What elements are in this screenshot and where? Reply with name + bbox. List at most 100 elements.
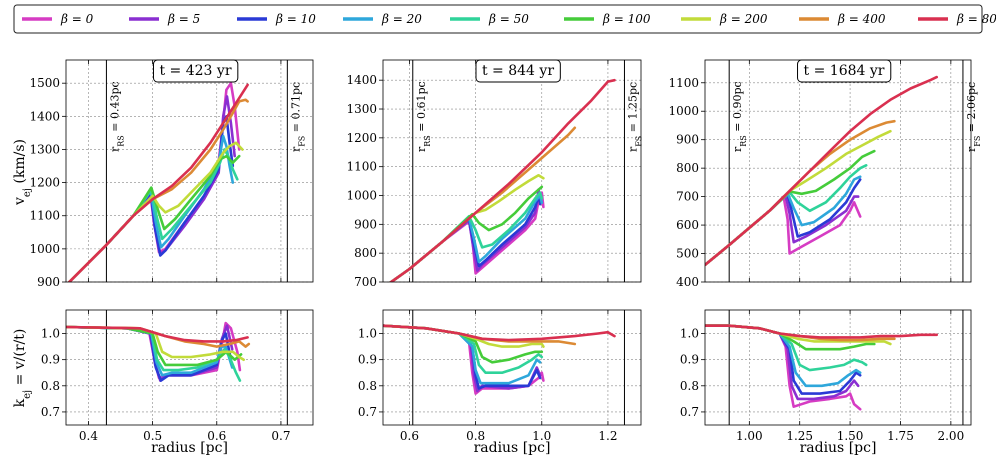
xtick-label: 0.5 <box>143 429 162 443</box>
ytick-label: 600 <box>676 218 699 232</box>
ytick-label: 0.7 <box>41 405 60 419</box>
series-line <box>67 83 249 282</box>
legend-label: β = 5 <box>167 12 200 26</box>
y-axis-label-kej: kej = v/(r/t) <box>12 329 33 408</box>
panel-title: t = 1684 yr <box>804 63 885 79</box>
panel-title-box <box>475 59 561 83</box>
ytick-label: 1400 <box>29 109 60 123</box>
xtick-label: 1.75 <box>887 429 914 443</box>
series-line <box>705 75 938 267</box>
ytick-label: 1100 <box>29 209 60 223</box>
ytick-label: 0.9 <box>358 353 377 367</box>
axes-frame <box>704 59 972 283</box>
xtick-label: 2.00 <box>937 429 964 443</box>
legend-label: β = 800 <box>956 12 996 26</box>
ytick-label: 700 <box>354 275 377 289</box>
kej-panel-1: 0.7 0.8 0.9 1.0 0.4 0.5 0.6 0.7 <box>41 309 314 443</box>
series-line <box>705 324 938 339</box>
legend: β = 0 β = 5 β = 10 β = 20 β = 50 β = 100 β = 2… <box>13 4 996 34</box>
panel-title-box <box>797 59 892 83</box>
ytick-label: 1000 <box>29 242 60 256</box>
legend-label: β = 200 <box>719 12 768 26</box>
legend-label: β = 100 <box>602 12 651 26</box>
velocity-panel-1: 900 1000 1100 1200 1300 1400 1500 <box>29 59 314 289</box>
legend-label: β = 10 <box>275 12 316 26</box>
series-group <box>705 324 938 411</box>
ytick-label: 1.0 <box>680 327 699 341</box>
kej-panel-2: 0.7 0.8 0.9 1.0 0.6 0.8 1.0 1.2 <box>358 309 642 443</box>
legend-label: β = 0 <box>60 12 94 26</box>
ytick-label: 0.8 <box>358 379 377 393</box>
legend-label: β = 50 <box>488 12 529 26</box>
ytick-label: 400 <box>676 275 699 289</box>
series-line <box>383 324 544 374</box>
ytick-label: 1000 <box>668 104 699 118</box>
xtick-label: 0.8 <box>466 429 485 443</box>
x-axis-label: radius [pc] <box>800 440 877 456</box>
series-line <box>388 194 542 282</box>
ytick-label: 1200 <box>29 176 60 190</box>
ytick-label: 1500 <box>29 76 60 90</box>
ytick-label: 1300 <box>346 102 377 116</box>
ytick-label: 1.0 <box>41 327 60 341</box>
forward-shock-label: rFS = 1.25pc <box>626 82 643 152</box>
ytick-label: 800 <box>354 246 377 260</box>
xtick-label: 1.00 <box>736 429 763 443</box>
ytick-label: 1300 <box>29 142 60 156</box>
ytick-label: 1100 <box>346 160 377 174</box>
ytick-label: 0.7 <box>358 405 377 419</box>
series-group <box>67 81 249 282</box>
ytick-label: 900 <box>354 217 377 231</box>
axes-frame <box>65 309 314 426</box>
xtick-label: 0.6 <box>400 429 419 443</box>
series-line <box>383 324 545 348</box>
xtick-label: 0.6 <box>207 429 226 443</box>
panel-title-box <box>152 59 239 83</box>
series-line <box>705 195 862 267</box>
ytick-label: 1100 <box>668 76 699 90</box>
ytick-label: 0.8 <box>41 379 60 393</box>
ytick-label: 0.9 <box>680 353 699 367</box>
ytick-label: 500 <box>676 247 699 261</box>
ytick-label: 900 <box>37 275 60 289</box>
ytick-label: 1200 <box>346 131 377 145</box>
reverse-shock-label: rRS = 0.61pc <box>415 81 432 152</box>
series-group <box>705 75 938 267</box>
panel-title: t = 423 yr <box>159 63 231 79</box>
series-line <box>67 134 235 282</box>
ytick-label: 0.7 <box>680 405 699 419</box>
series-line <box>66 325 249 343</box>
series-line <box>388 191 544 282</box>
plots: 9001000110012001300140015000.70.80.91.00… <box>12 59 982 456</box>
xtick-label: 0.7 <box>271 429 290 443</box>
series-line <box>388 78 616 282</box>
velocity-panel-2: 700 800 900 1000 1100 1200 1300 1400 <box>346 59 642 289</box>
y-axis-label-velocity: vej (km/s) <box>12 139 33 206</box>
series-group <box>66 321 251 382</box>
velocity-panel-3: 400 500 600 700 800 900 1000 1100 <box>668 59 972 289</box>
ytick-label: 0.8 <box>680 379 699 393</box>
series-line <box>383 324 544 364</box>
x-axis-label: radius [pc] <box>474 440 551 456</box>
ytick-label: 1000 <box>346 189 377 203</box>
legend-frame <box>13 4 983 34</box>
ytick-label: 1.0 <box>358 327 377 341</box>
ytick-label: 900 <box>676 133 699 147</box>
reverse-shock-label: rRS = 0.43pc <box>108 81 125 152</box>
forward-shock-label: rFS = 2.06pc <box>965 82 982 152</box>
xtick-label: 1.50 <box>837 429 864 443</box>
ytick-label: 1400 <box>346 73 377 87</box>
ytick-label: 700 <box>676 190 699 204</box>
xtick-label: 1.2 <box>598 429 617 443</box>
ytick-label: 800 <box>676 161 699 175</box>
reverse-shock-label: rRS = 0.90pc <box>731 81 748 152</box>
series-line <box>66 325 243 367</box>
series-line <box>383 324 616 342</box>
axes-frame <box>382 309 642 426</box>
xtick-label: 1.0 <box>532 429 551 443</box>
ytick-label: 0.9 <box>41 353 60 367</box>
series-group <box>388 78 616 282</box>
series-group <box>383 324 616 395</box>
axes-frame <box>704 309 972 426</box>
